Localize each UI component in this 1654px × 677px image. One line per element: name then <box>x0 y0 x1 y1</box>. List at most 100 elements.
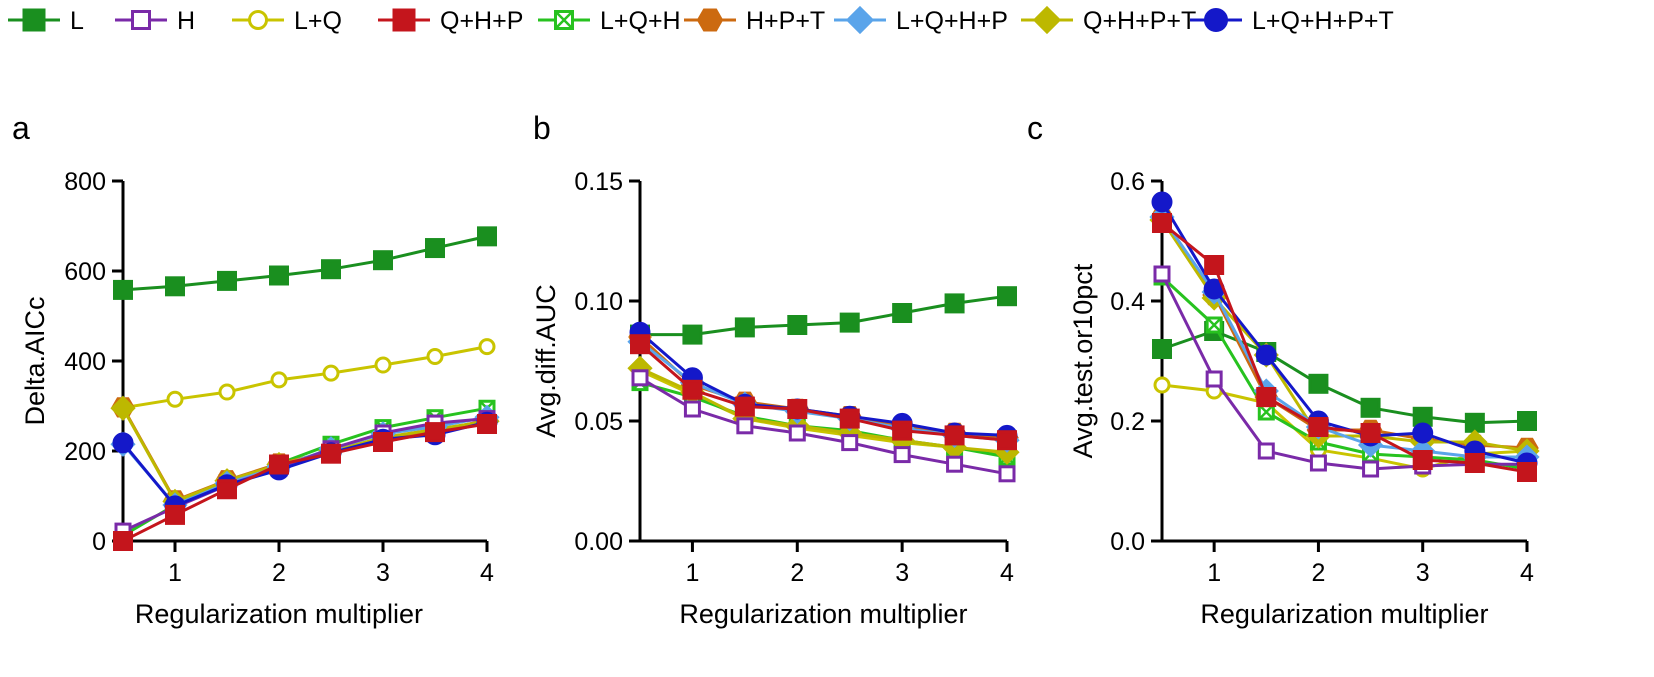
data-point <box>113 531 133 551</box>
y-tick-label: 600 <box>64 258 106 286</box>
x-tick-label: 3 <box>1416 559 1430 587</box>
y-tick-label: 0.10 <box>574 288 623 316</box>
data-point <box>112 432 134 454</box>
data-point <box>1308 373 1329 394</box>
legend-label: L+Q+H+P+T <box>1252 7 1394 35</box>
data-point <box>1412 450 1433 470</box>
data-point <box>1153 265 1171 283</box>
series-line <box>639 376 1008 476</box>
legend-label: L+Q+H+P <box>896 7 1008 35</box>
data-point <box>736 417 754 435</box>
data-point <box>998 465 1016 483</box>
y-tick-label: 0 <box>92 528 106 556</box>
data-point <box>787 315 808 335</box>
data-point <box>1204 255 1225 275</box>
data-point <box>1362 460 1380 478</box>
data-point <box>893 446 911 464</box>
panels: a 0 200 400 600 800 1 2 3 4 Regularization multipl… <box>12 110 1540 629</box>
legend-item-q-h-p: Q+H+P <box>378 7 523 35</box>
data-point <box>113 279 133 300</box>
data-point <box>110 395 136 421</box>
data-point <box>425 238 445 259</box>
data-point <box>1153 376 1171 394</box>
data-point <box>1205 370 1223 388</box>
data-point <box>630 334 650 355</box>
legend-item-l-q-h-p: L+Q+H+P <box>834 5 1008 35</box>
legend-marker-h <box>131 10 151 30</box>
x-tick-label: 4 <box>1520 559 1534 587</box>
data-point <box>217 479 237 500</box>
y-tick-label: 0.4 <box>1110 288 1145 316</box>
data-point <box>1360 397 1381 418</box>
data-point <box>683 400 701 418</box>
y-tick-label: 0.6 <box>1110 168 1145 196</box>
x-axis-label: Regularization multiplier <box>1200 599 1488 629</box>
series-l <box>630 286 1017 345</box>
panel-letter: b <box>533 110 551 146</box>
data-point <box>1464 453 1485 473</box>
series-q-h-p <box>113 414 497 551</box>
data-point <box>1464 412 1485 433</box>
legend-marker-h-p-t <box>696 8 724 32</box>
data-point <box>269 454 289 475</box>
data-point <box>1152 213 1172 233</box>
data-point <box>426 348 444 365</box>
data-point <box>1308 417 1329 437</box>
data-point <box>217 270 237 291</box>
legend-label: H+P+T <box>746 7 825 35</box>
legend-marker-l-q-h-p <box>845 5 875 35</box>
legend-item-q-h-p-t: Q+H+P+T <box>1021 5 1196 35</box>
y-tick-label: 0.0 <box>1110 528 1145 556</box>
series-l-q <box>114 338 496 417</box>
legend-item-l-q-h-p-t: L+Q+H+P+T <box>1190 7 1394 35</box>
data-point <box>997 430 1017 451</box>
legend-label: Q+H+P+T <box>1083 7 1196 35</box>
series-q-h-p <box>1152 213 1537 482</box>
data-point <box>477 226 497 247</box>
data-point <box>478 338 496 356</box>
legend-label: L+Q+H <box>600 7 681 35</box>
legend-item-l-q-h: L+Q+H <box>538 7 681 35</box>
y-axis-label: Avg.test.or10pct <box>1068 263 1098 458</box>
legend-label: H <box>177 7 195 35</box>
y-tick-label: 0.05 <box>574 408 623 436</box>
y-axis-label: Delta.AICc <box>20 296 50 425</box>
legend: L H L+Q Q+H+P L+Q+H H+P+T L+Q+H+P Q+H+P+T L+Q+H+… <box>8 5 1394 35</box>
y-tick-label: 200 <box>64 438 106 466</box>
data-point <box>1360 423 1381 443</box>
data-point <box>1412 422 1434 444</box>
legend-item-l: L <box>8 7 84 35</box>
legend-marker-l <box>22 8 46 32</box>
y-tick-label: 0.2 <box>1110 408 1145 436</box>
series-l <box>113 226 497 300</box>
data-point <box>1256 387 1277 407</box>
legend-item-l-q: L+Q <box>232 7 342 35</box>
series-line <box>122 345 488 410</box>
x-axis-label: Regularization multiplier <box>679 599 967 629</box>
legend-label: L <box>70 7 84 35</box>
data-point <box>788 424 806 442</box>
y-tick-label: 0.00 <box>574 528 623 556</box>
x-tick-label: 1 <box>685 559 699 587</box>
legend-item-h: H <box>115 7 195 35</box>
data-point <box>166 390 184 408</box>
data-point <box>1205 316 1223 334</box>
series-q-h-p <box>630 334 1017 451</box>
x-tick-label: 1 <box>1207 559 1221 587</box>
legend-label: Q+H+P <box>440 7 523 35</box>
data-point <box>839 312 860 333</box>
data-point <box>841 434 859 452</box>
data-point <box>839 408 860 429</box>
data-point <box>734 396 755 417</box>
series-h <box>631 369 1016 483</box>
data-point <box>270 371 288 389</box>
y-tick-label: 0.15 <box>574 168 623 196</box>
x-tick-label: 1 <box>168 559 182 587</box>
y-tick-label: 800 <box>64 168 106 196</box>
data-point <box>1151 191 1173 213</box>
legend-marker-q-h-p-t <box>1032 5 1062 35</box>
data-point <box>374 356 392 374</box>
x-tick-label: 3 <box>895 559 909 587</box>
data-point <box>425 422 445 443</box>
